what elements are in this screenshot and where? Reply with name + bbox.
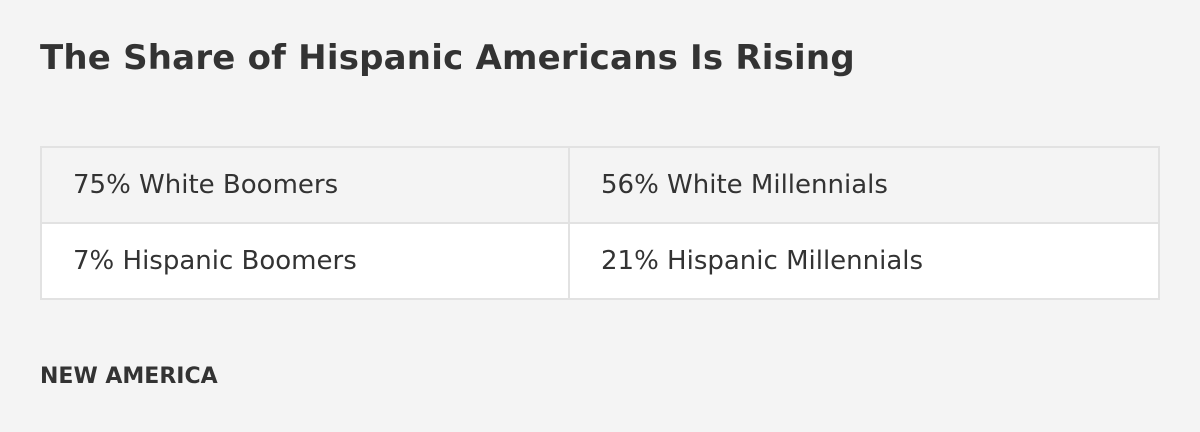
- table-cell: 21% Hispanic Millennials: [568, 222, 1160, 300]
- table-row: 75% White Boomers 56% White Millennials: [40, 146, 1160, 224]
- table-cell: 56% White Millennials: [568, 146, 1160, 224]
- source: NEW AMERICA: [40, 364, 218, 389]
- table-cell: 7% Hispanic Boomers: [40, 222, 570, 300]
- data-table: 75% White Boomers 56% White Millennials …: [40, 146, 1160, 300]
- table-row: 7% Hispanic Boomers 21% Hispanic Millenn…: [40, 222, 1160, 300]
- table-cell: 75% White Boomers: [40, 146, 570, 224]
- title: The Share of Hispanic Americans Is Risin…: [40, 38, 855, 78]
